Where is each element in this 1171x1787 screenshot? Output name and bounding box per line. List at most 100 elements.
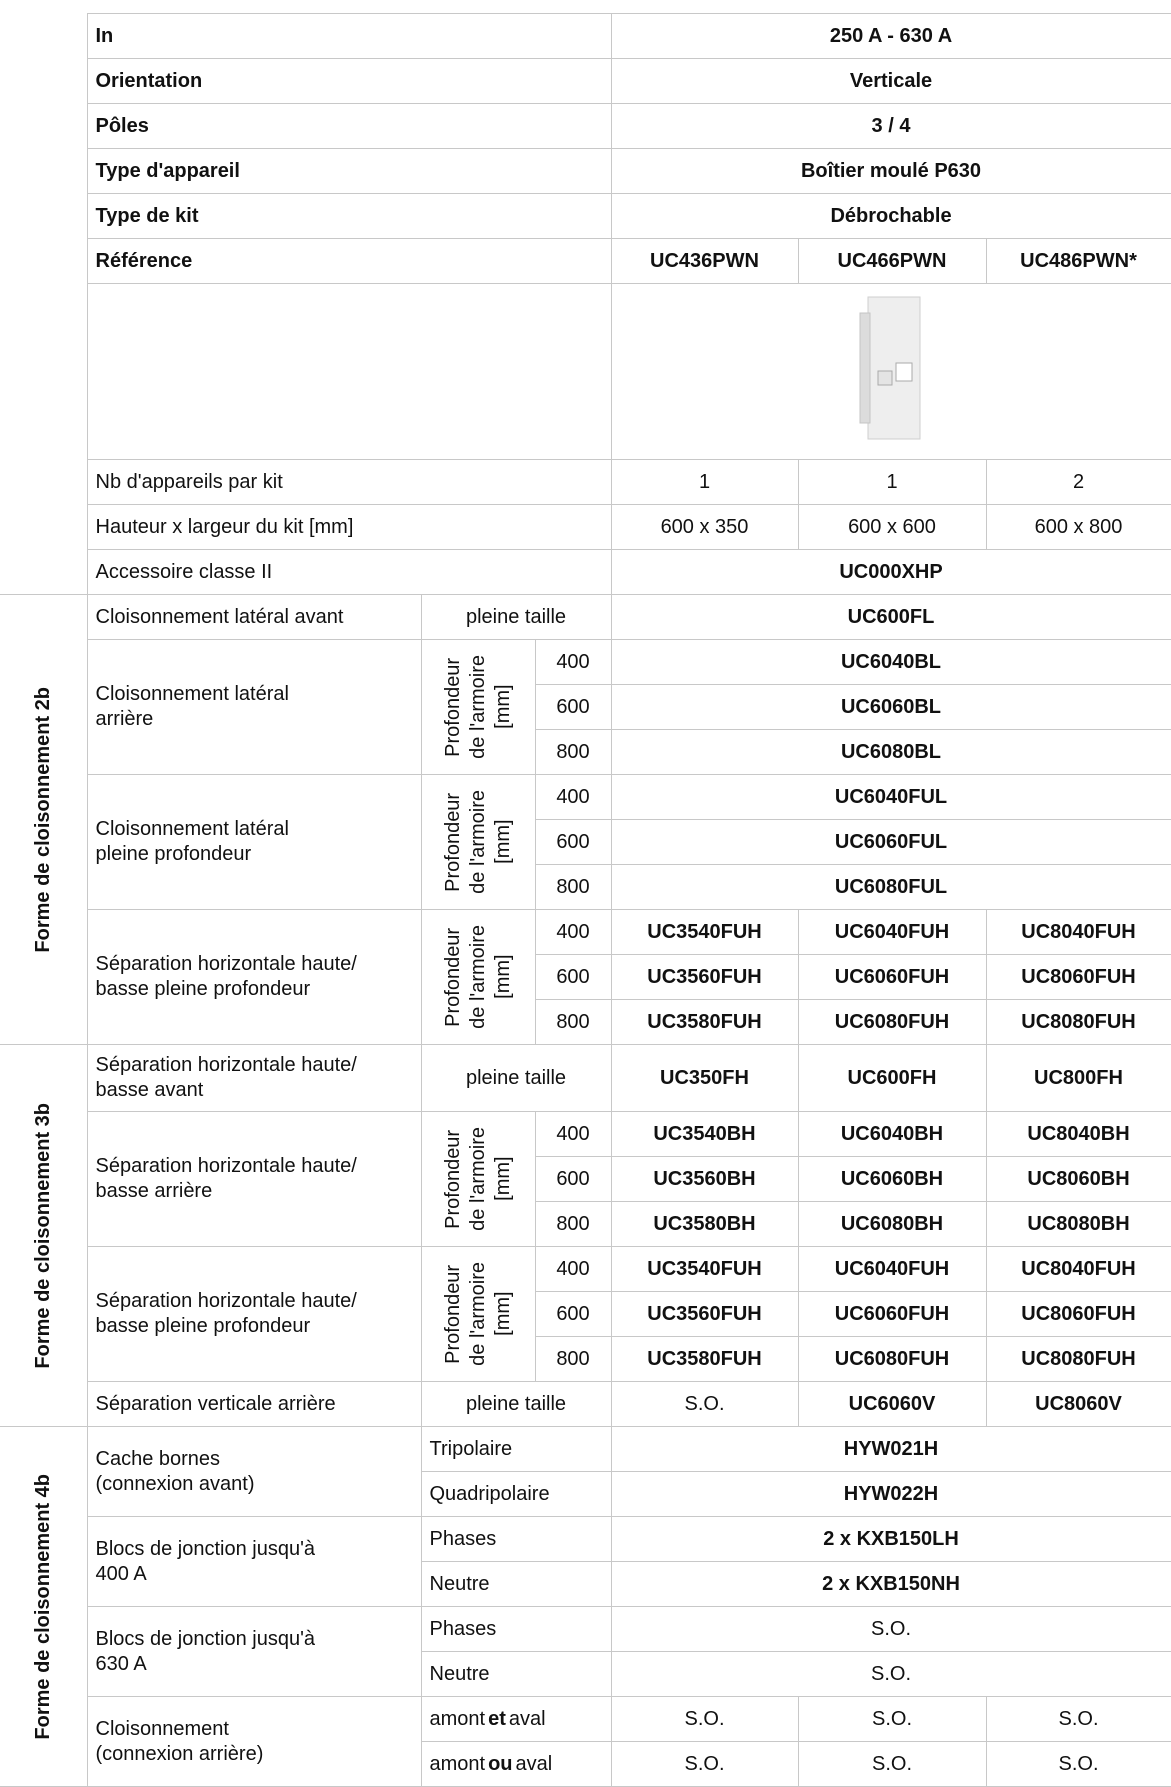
value-cell: S.O. (610, 1741, 799, 1787)
depth-cell: 400 (534, 1246, 612, 1292)
value-cell: UC6060FUH (797, 1291, 987, 1337)
value-cell: UC6060V (797, 1381, 987, 1427)
depth-cell: 800 (534, 1336, 612, 1382)
table-row: Forme de cloisonnement 2b Cloisonnement l… (0, 594, 1171, 1045)
spec-label: Orientation (86, 58, 612, 104)
table-row: Cloisonnement latéral arrière Profondeur de… (0, 639, 1171, 775)
label-line: pleine profondeur (95, 843, 252, 865)
value-cell: S.O. (985, 1741, 1171, 1787)
product-image (859, 296, 921, 440)
blank-cell (0, 459, 88, 505)
condition-part: amont (429, 1707, 486, 1730)
condition-part: aval (508, 1707, 546, 1730)
spec-value: Débrochable (610, 193, 1171, 239)
page: In 250 A - 630 A Orientation Verticale Pôles… (0, 13, 1171, 1787)
depth-label-line: Profondeur (441, 927, 464, 1027)
table-row: Orientation Verticale (0, 58, 1171, 104)
condition-cell: pleine taille (420, 1381, 612, 1427)
spec-value: Boîtier moulé P630 (610, 148, 1171, 194)
value-cell: HYW021H (610, 1426, 1171, 1472)
value-cell: UC6080BH (797, 1201, 987, 1247)
depth-label-cell: Profondeur de l'armoire [mm] (420, 909, 536, 1045)
section-title: Forme de cloisonnement 3b (31, 1102, 54, 1369)
table-row: Type de kit Débrochable (0, 193, 1171, 239)
condition-cell: Phases (420, 1606, 612, 1652)
row-label: Séparation verticale arrière (86, 1381, 422, 1427)
value-cell: UC436PWN (610, 238, 799, 284)
depth-cell: 800 (534, 864, 612, 910)
table-row: 800 UC3580FUH UC6080FUH UC8080FUH (0, 1336, 1171, 1382)
depth-label: Profondeur de l'armoire [mm] (441, 655, 516, 759)
label-line: Blocs de jonction jusqu'à (95, 1627, 316, 1650)
section-cell: Forme de cloisonnement 2b (0, 594, 88, 1045)
label-line: Séparation verticale arrière (95, 1392, 336, 1415)
depth-label-cell: Profondeur de l'armoire [mm] (420, 639, 536, 775)
spec-value: Verticale (610, 58, 1171, 104)
value-cell: UC8060V (985, 1381, 1171, 1427)
label-line: Séparation horizontale haute/ (95, 1290, 357, 1312)
depth-label-line: Profondeur (441, 792, 464, 892)
value-cell: UC800FH (985, 1044, 1171, 1112)
depth-label: Profondeur de l'armoire [mm] (441, 790, 516, 894)
depth-cell: 600 (534, 1156, 612, 1202)
value-cell: UC6080FUH (797, 999, 987, 1045)
condition-cell: Quadripolaire (420, 1471, 612, 1517)
product-image-cell (610, 283, 1171, 460)
label-line: Cloisonnement latéral (95, 683, 289, 705)
label-line: basse avant (95, 1079, 204, 1101)
depth-label: Profondeur de l'armoire [mm] (441, 1127, 516, 1231)
row-label: Séparation horizontale haute/basse plein… (86, 909, 422, 1045)
value-cell: UC8060FUH (985, 954, 1171, 1000)
table-row (0, 283, 1171, 460)
value-cell: UC3540FUH (610, 909, 799, 955)
table-row: Séparation horizontale haute/basse plein… (0, 909, 1171, 1045)
depth-cell: 400 (534, 909, 612, 955)
depth-label-cell: Profondeur de l'armoire [mm] (420, 1246, 536, 1382)
depth-label-line: Profondeur (441, 1264, 464, 1364)
depth-cell: 800 (534, 1201, 612, 1247)
row-label: Cloisonnement latéral arrière (86, 639, 422, 775)
table-row: Hauteur x largeur du kit [mm] 600 x 350 60… (0, 504, 1171, 550)
depth-label-line: [mm] (491, 819, 514, 865)
empty-cell (86, 283, 612, 460)
depth-label: Profondeur de l'armoire [mm] (441, 1262, 516, 1366)
value-cell: S.O. (797, 1696, 987, 1742)
value-cell: UC8040BH (985, 1111, 1171, 1157)
table-row: Séparation horizontale haute/basse plein… (0, 1246, 1171, 1382)
row-label: Nb d'appareils par kit (86, 459, 612, 505)
row-label: Séparation horizontale haute/basse arriè… (86, 1111, 422, 1247)
condition-cell: amont et aval (420, 1696, 612, 1742)
value-cell: UC3560BH (610, 1156, 799, 1202)
value-cell: UC600FL (610, 594, 1171, 640)
label-line: 400 A (95, 1562, 147, 1585)
value-cell: UC6040BL (610, 639, 1171, 685)
value-cell: UC6080FUL (610, 864, 1171, 910)
value-cell: UC6040FUH (797, 909, 987, 955)
table-row: Séparation verticale arrière pleine taill… (0, 1381, 1171, 1427)
value-cell: UC6060BL (610, 684, 1171, 730)
value-cell: UC8060FUH (985, 1291, 1171, 1337)
table-row: Blocs de jonction jusqu'à 400 A Phases 2 x … (0, 1516, 1171, 1607)
value-cell: 600 x 350 (610, 504, 799, 550)
value-cell: UC6080BL (610, 729, 1171, 775)
label-line: Blocs de jonction jusqu'à (95, 1537, 316, 1560)
value-cell: UC8080FUH (985, 999, 1171, 1045)
value-cell: UC6060BH (797, 1156, 987, 1202)
label-line: basse pleine profondeur (95, 1315, 311, 1337)
row-label: Blocs de jonction jusqu'à 630 A (86, 1606, 422, 1697)
condition-cell: amont ou aval (420, 1741, 612, 1787)
label-line: Cloisonnement (95, 1717, 229, 1740)
table-row: 600 UC6060FUL (0, 819, 1171, 865)
condition-cell: Neutre (420, 1651, 612, 1697)
value-cell: UC3560FUH (610, 1291, 799, 1337)
label-line: arrière (95, 708, 154, 730)
value-cell: UC3580BH (610, 1201, 799, 1247)
value-cell: UC8080BH (985, 1201, 1171, 1247)
value-cell: UC466PWN (797, 238, 987, 284)
value-cell: UC486PWN* (985, 238, 1171, 284)
depth-label-line: de l'armoire (466, 790, 489, 894)
spec-label: Type de kit (86, 193, 612, 239)
value-cell: 600 x 600 (797, 504, 987, 550)
table-row: Forme de cloisonnement 3b Séparation hori… (0, 1044, 1171, 1427)
depth-label-line: Profondeur (441, 1129, 464, 1229)
